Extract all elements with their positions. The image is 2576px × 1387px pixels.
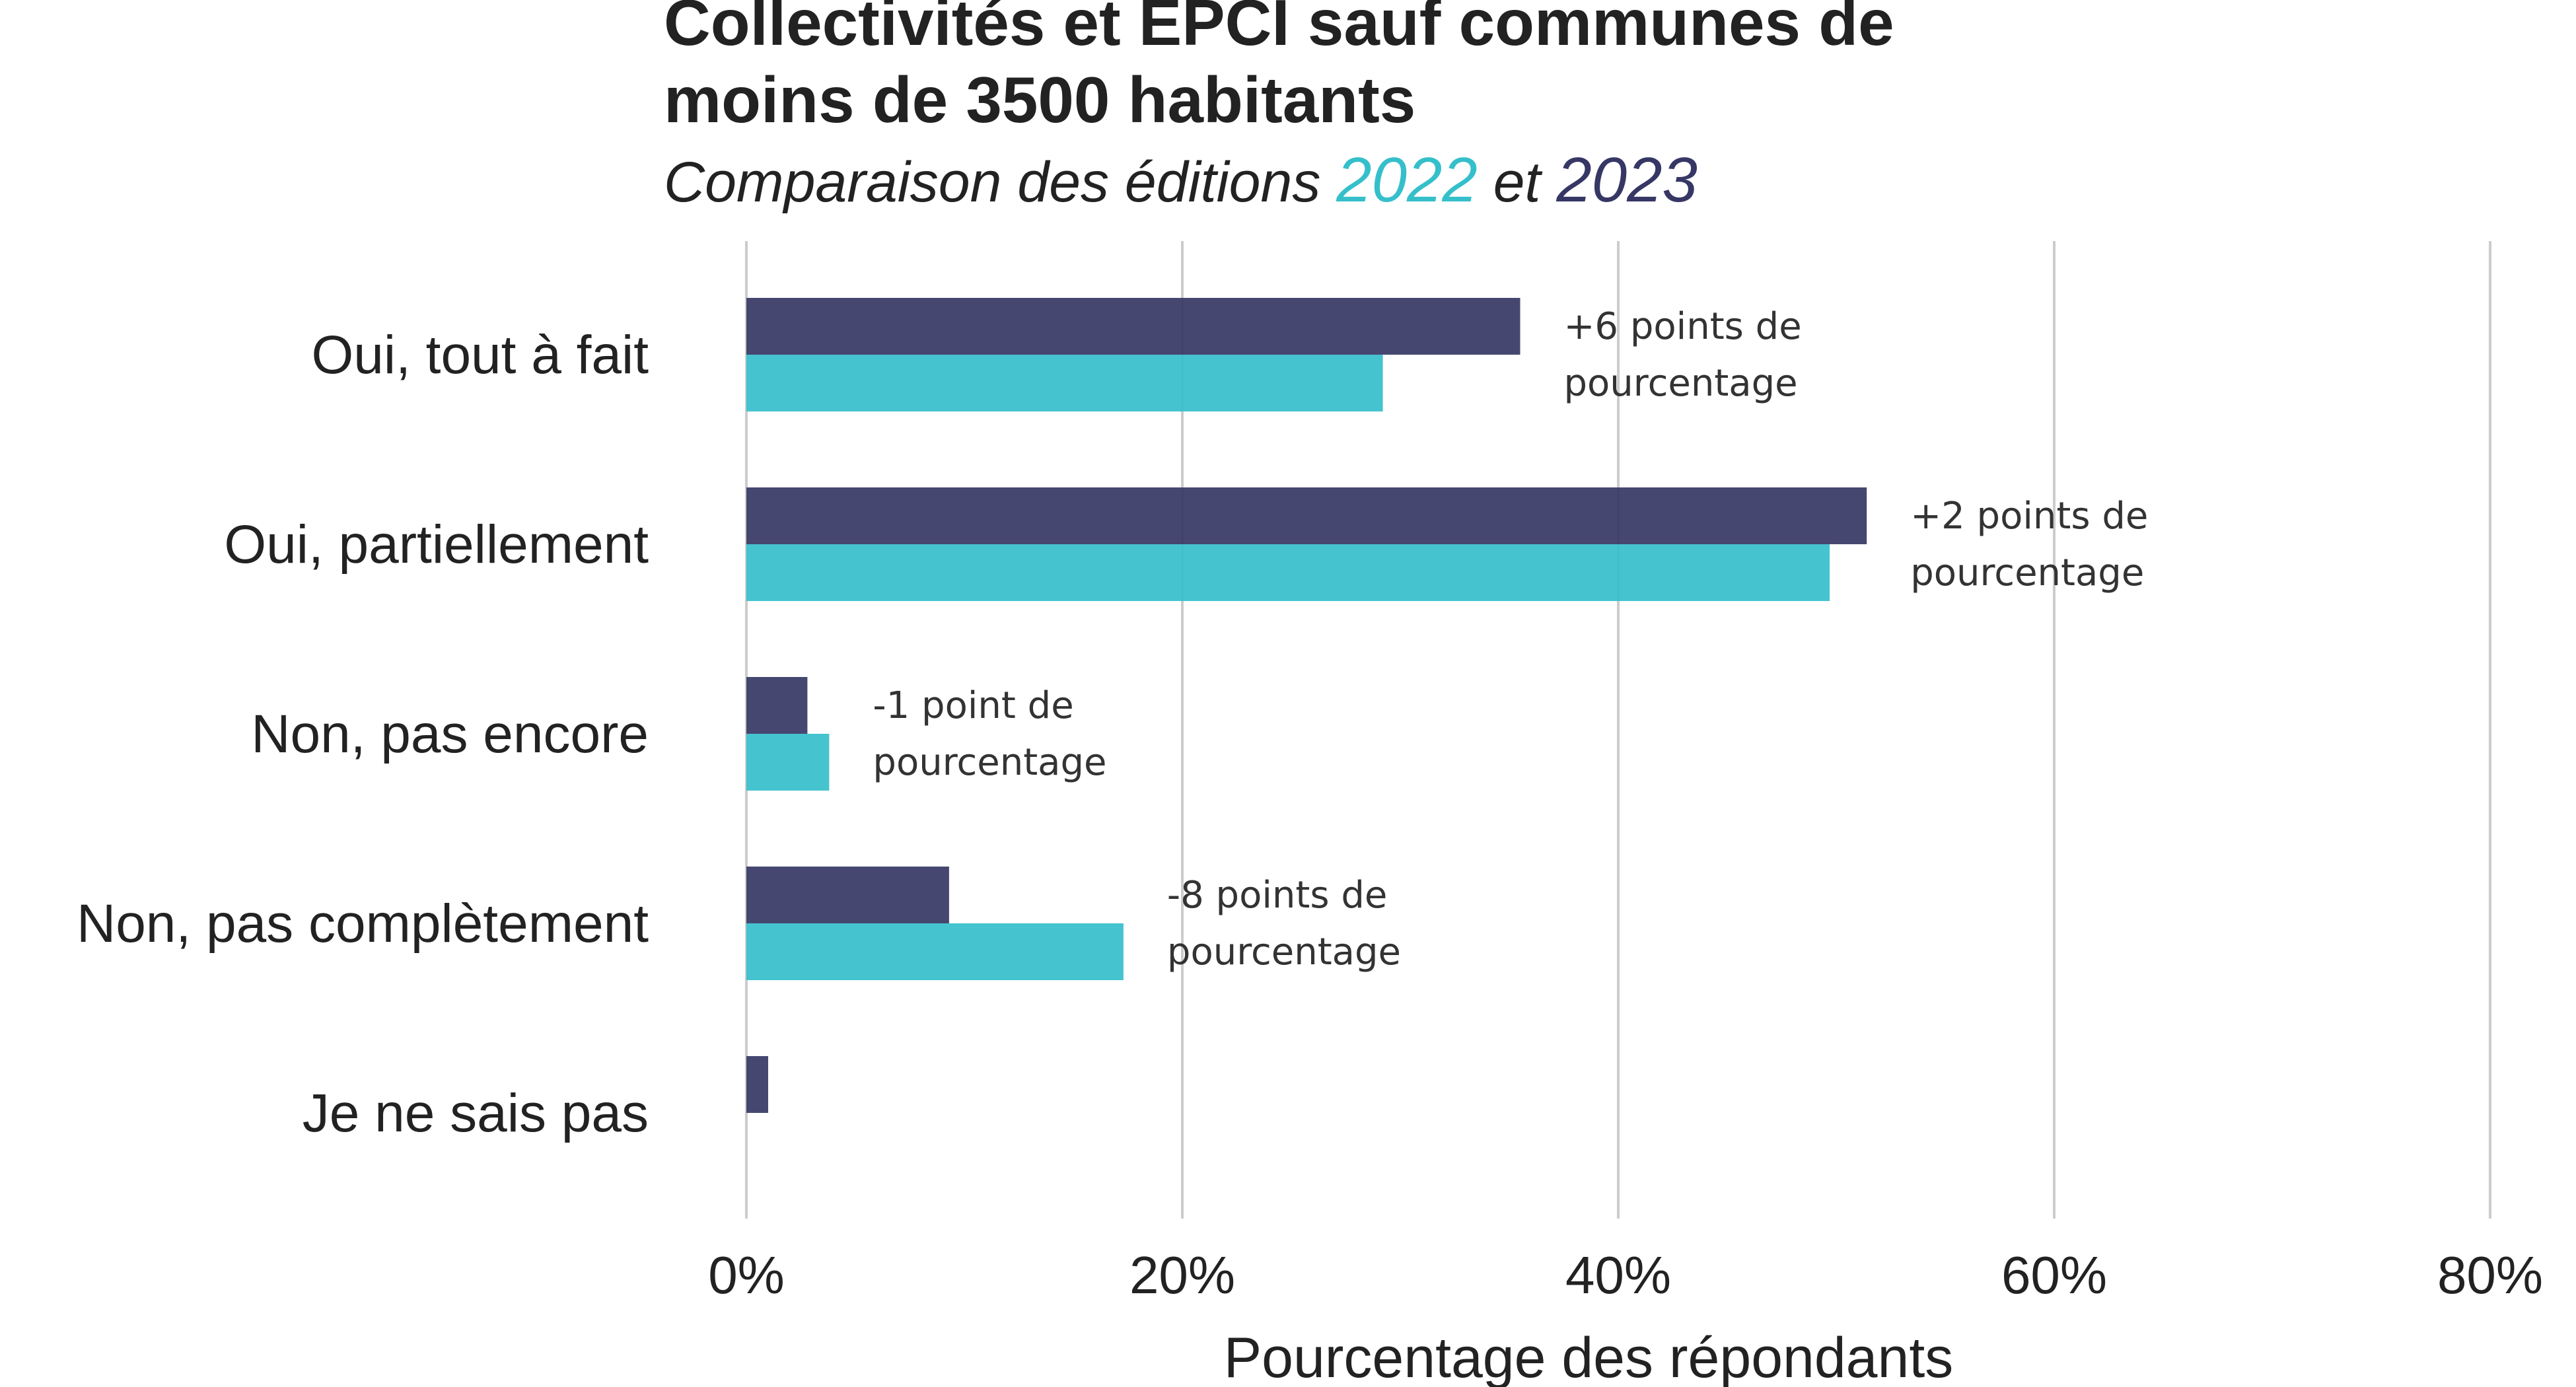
x-tick-label-20: 20% [1129, 1246, 1235, 1304]
annotation: -8 points de pourcentage [1167, 874, 1401, 974]
annotation-line: -1 point de [873, 684, 1073, 727]
x-tick-label-80: 80% [2437, 1246, 2543, 1304]
bar-2022 [746, 734, 830, 791]
x-tick-label-40: 40% [1565, 1246, 1671, 1304]
bar-2022 [746, 544, 1830, 601]
bar-2023 [746, 487, 1867, 544]
bars [746, 298, 1867, 1113]
annotation: +2 points de pourcentage [1910, 495, 2148, 594]
bar-2022 [746, 923, 1124, 980]
bar-2023 [746, 867, 949, 923]
chart-title: Collectivités et EPCI sauf communes de m… [664, 0, 1894, 136]
annotation-line: -8 points de [1167, 874, 1387, 917]
annotation-line: pourcentage [1910, 551, 2144, 594]
annotation-line: pourcentage [1564, 362, 1798, 405]
x-axis-title: Pourcentage des répondants [1224, 1326, 1953, 1387]
x-tick-label-0: 0% [708, 1246, 785, 1304]
subtitle-prefix: Comparaison des éditions [664, 151, 1336, 214]
category-label: Oui, tout à fait [312, 325, 649, 385]
bar-2023 [746, 298, 1521, 355]
subtitle-middle: et [1478, 151, 1557, 214]
bar-2023 [746, 1056, 768, 1113]
annotation: +6 points de pourcentage [1564, 305, 1802, 405]
category-label: Non, pas complètement [77, 894, 649, 954]
category-label: Non, pas encore [251, 704, 649, 764]
subtitle-year-2022: 2022 [1336, 145, 1478, 215]
subtitle-year-2023: 2023 [1556, 145, 1698, 215]
x-tick-label-60: 60% [2001, 1246, 2107, 1304]
chart-title-line-2: moins de 3500 habitants [664, 63, 1415, 136]
category-labels: Oui, tout à fait Oui, partiellement Non, p… [77, 325, 649, 1143]
category-label: Oui, partiellement [224, 515, 649, 575]
annotation-line: pourcentage [873, 741, 1106, 784]
bar-2023 [746, 677, 808, 734]
x-axis-ticks: 0% 20% 40% 60% 80% [708, 1246, 2543, 1304]
chart-subtitle: Comparaison des éditions 2022 et 2023 [664, 145, 1698, 215]
category-label: Je ne sais pas [303, 1083, 649, 1143]
annotations: +6 points de pourcentage +2 points de pourc… [873, 305, 2148, 974]
annotation: -1 point de pourcentage [873, 684, 1106, 784]
bar-2022 [746, 355, 1383, 411]
chart-title-line-1: Collectivités et EPCI sauf communes de [664, 0, 1894, 59]
annotation-line: +2 points de [1910, 495, 2148, 538]
annotation-line: +6 points de [1564, 305, 1802, 348]
annotation-line: pourcentage [1167, 931, 1401, 974]
